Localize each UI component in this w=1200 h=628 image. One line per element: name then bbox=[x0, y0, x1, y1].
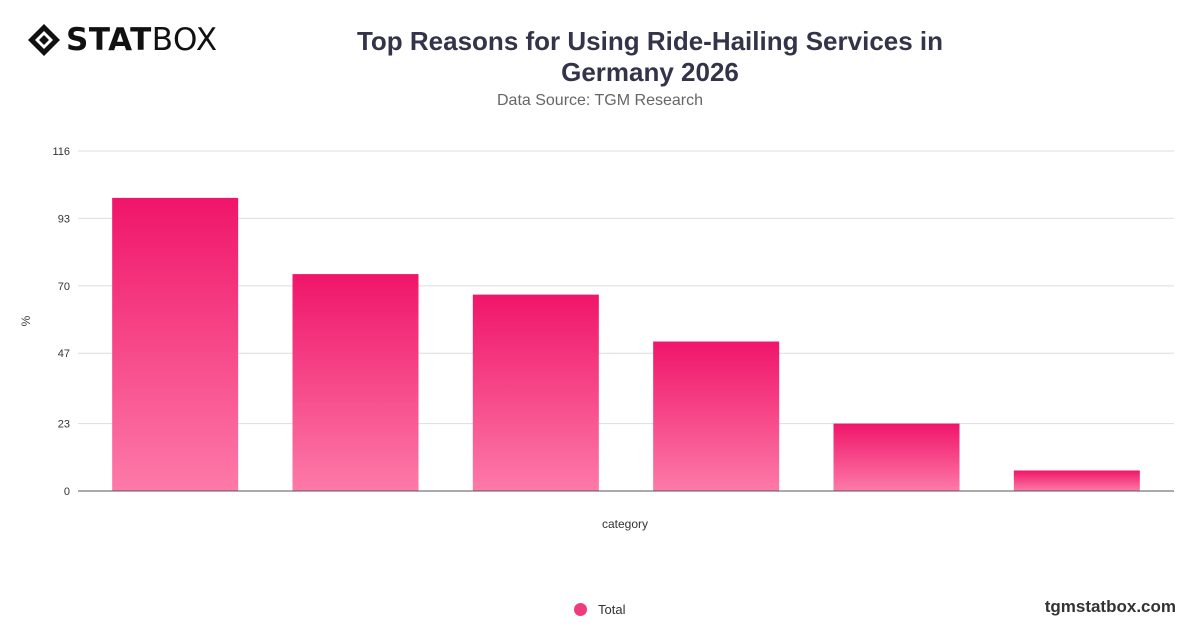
bar-1[interactable] bbox=[112, 197, 239, 491]
statbox-logo: STATBOX bbox=[26, 22, 218, 58]
bars bbox=[112, 197, 1140, 491]
y-axis-ticks: 0 23 47 70 93 116 bbox=[52, 146, 70, 498]
site-url: tgmstatbox.com bbox=[1044, 597, 1176, 616]
chart-subtitle: Data Source: TGM Research bbox=[496, 92, 703, 109]
y-tick-label: 23 bbox=[58, 419, 70, 431]
x-axis-label: category bbox=[602, 517, 648, 531]
legend[interactable]: Total bbox=[574, 602, 625, 617]
legend-marker-total bbox=[574, 603, 587, 616]
y-tick-label: 0 bbox=[64, 486, 70, 498]
y-axis-label: % bbox=[19, 315, 33, 326]
bar-4[interactable] bbox=[653, 341, 780, 491]
gridlines bbox=[78, 150, 1174, 425]
logo-wordmark: STATBOX bbox=[66, 22, 218, 58]
legend-label-total: Total bbox=[598, 602, 626, 617]
y-tick-label: 93 bbox=[58, 213, 70, 225]
chart-title: Top Reasons for Using Ride-Hailing Servi… bbox=[356, 26, 944, 87]
bar-3[interactable] bbox=[472, 294, 599, 491]
statbox-logo-icon bbox=[28, 24, 60, 56]
bar-5[interactable] bbox=[833, 423, 960, 491]
y-tick-label: 47 bbox=[58, 348, 70, 360]
bar-6[interactable] bbox=[1013, 470, 1140, 491]
bar-2[interactable] bbox=[292, 274, 419, 491]
y-tick-label: 116 bbox=[52, 146, 70, 158]
y-tick-label: 70 bbox=[58, 281, 70, 293]
